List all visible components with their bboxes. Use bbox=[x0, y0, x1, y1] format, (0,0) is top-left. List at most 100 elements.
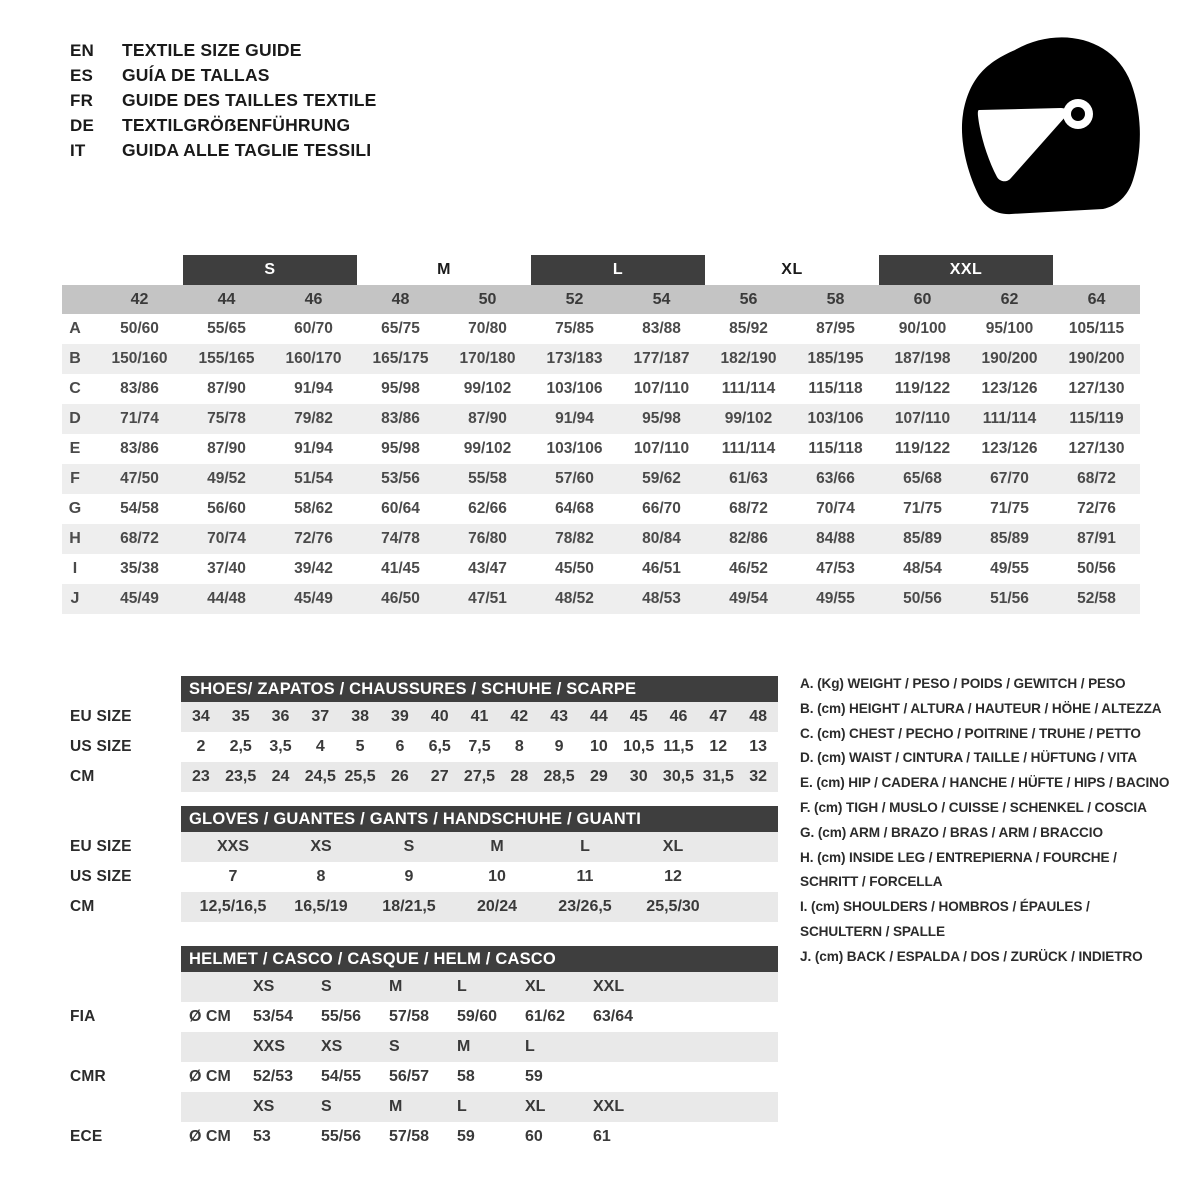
shoes-cell: 42 bbox=[510, 708, 529, 725]
table-cell: 107/110 bbox=[633, 440, 690, 457]
gloves-row-label: CM bbox=[70, 898, 95, 915]
size-number-cell: 56 bbox=[739, 290, 758, 308]
title-lang-code: FR bbox=[70, 91, 94, 110]
table-cell: 111/114 bbox=[721, 440, 776, 457]
table-cell: 62/66 bbox=[468, 500, 507, 517]
gloves-cell: L bbox=[580, 838, 590, 855]
size-number-row: 42 44 46 48 50 52 54 56 58 60 62 64 bbox=[62, 285, 1140, 314]
gloves-row: CM 12,5/16,5 16,5/19 18/21,5 20/24 23/26,5 25,… bbox=[70, 892, 778, 922]
gloves-row: US SIZE 7 8 9 10 11 12 bbox=[70, 862, 778, 892]
helmet-value-cell: 57/58 bbox=[389, 1128, 430, 1145]
shoes-rows: EU SIZE 34 35 36 37 38 39 40 41 42 43 44 45 46 47 48 US … bbox=[70, 702, 778, 792]
shoes-cell: 23,5 bbox=[225, 768, 257, 785]
table-cell: 103/106 bbox=[546, 440, 603, 457]
table-cell: 99/102 bbox=[724, 410, 773, 427]
size-number-cell: 50 bbox=[478, 290, 497, 308]
table-cell: 99/102 bbox=[463, 380, 512, 397]
shoes-cell: 3,5 bbox=[269, 738, 292, 755]
gloves-cell: 12,5/16,5 bbox=[199, 898, 267, 915]
table-cell: 71/75 bbox=[990, 500, 1029, 517]
size-band-xl: XL bbox=[781, 261, 803, 278]
title-block: EN TEXTILE SIZE GUIDE ES GUÍA DE TALLAS FR GU… bbox=[70, 40, 377, 165]
title-lang-code: ES bbox=[70, 66, 94, 85]
shoes-cell: 48 bbox=[749, 708, 767, 725]
shoes-cell: 44 bbox=[590, 708, 608, 725]
legend-line: G. (cm) ARM / BRAZO / BRAS / ARM / BRACC… bbox=[800, 824, 1103, 840]
gloves-header: GLOVES / GUANTES / GANTS / HANDSCHUHE / … bbox=[181, 806, 778, 832]
gloves-cell: 18/21,5 bbox=[382, 898, 436, 915]
title-lang-code: DE bbox=[70, 116, 95, 135]
gloves-cell: M bbox=[490, 838, 504, 855]
table-cell: 123/126 bbox=[981, 440, 1038, 457]
table-cell: 35/38 bbox=[120, 560, 159, 577]
table-cell: 43/47 bbox=[468, 560, 507, 577]
size-number-cell: 42 bbox=[130, 290, 149, 308]
table-cell: 173/183 bbox=[546, 350, 603, 367]
helmet-header: HELMET / CASCO / CASQUE / HELM / CASCO bbox=[181, 946, 778, 972]
gloves-cell: 11 bbox=[576, 868, 594, 885]
shoes-cell: 36 bbox=[271, 708, 290, 725]
racing-helmet-icon bbox=[945, 28, 1145, 218]
table-cell: 150/160 bbox=[111, 350, 168, 367]
table-cell: 68/72 bbox=[729, 500, 768, 517]
table-row: B 150/160 155/165 160/170 165/175 170/180 173/… bbox=[62, 344, 1140, 374]
shoes-cell: 40 bbox=[430, 708, 449, 725]
table-cell: 115/119 bbox=[1069, 410, 1124, 427]
table-cell: 83/88 bbox=[642, 320, 681, 337]
table-cell: 190/200 bbox=[981, 350, 1038, 367]
table-row: H 68/72 70/74 72/76 74/78 76/80 78/82 80/84 82/8… bbox=[62, 524, 1140, 554]
title-row: FR GUIDE DES TAILLES TEXTILE bbox=[70, 90, 377, 115]
shoes-cell: 12 bbox=[709, 738, 728, 755]
legend-line: A. (Kg) WEIGHT / PESO / POIDS / GEWITCH … bbox=[800, 676, 1126, 691]
table-cell: 72/76 bbox=[1077, 500, 1116, 517]
size-band-xxl: XXL bbox=[879, 255, 1053, 285]
table-cell: 87/90 bbox=[468, 410, 507, 427]
table-cell: 115/118 bbox=[808, 440, 863, 457]
table-cell: 71/74 bbox=[120, 410, 159, 427]
gloves-cell: XXS bbox=[216, 838, 249, 855]
helmet-value-cell: 61/62 bbox=[525, 1008, 566, 1025]
helmet-unit-label: Ø CM bbox=[189, 1008, 231, 1025]
table-cell: 80/84 bbox=[642, 530, 681, 547]
gloves-cell: 10 bbox=[488, 868, 506, 885]
shoes-cell: 46 bbox=[669, 708, 688, 725]
shoes-row-label: EU SIZE bbox=[70, 708, 132, 725]
table-cell: 83/86 bbox=[120, 440, 159, 457]
table-cell: 50/60 bbox=[120, 320, 159, 337]
table-cell: 123/126 bbox=[981, 380, 1038, 397]
helmet-value-cell: 59 bbox=[525, 1068, 543, 1085]
title-lang-code: IT bbox=[70, 141, 86, 160]
legend-line: J. (cm) BACK / ESPALDA / DOS / ZURÜCK / … bbox=[800, 948, 1143, 964]
gloves-row-label: EU SIZE bbox=[70, 838, 132, 855]
helmet-size-cell: M bbox=[389, 978, 403, 995]
gloves-cell: S bbox=[403, 838, 415, 855]
table-cell: 182/190 bbox=[720, 350, 777, 367]
shoes-cell: 28 bbox=[510, 768, 529, 785]
table-cell: 187/198 bbox=[894, 350, 951, 367]
table-cell: 51/54 bbox=[294, 470, 333, 487]
table-cell: 82/86 bbox=[729, 530, 768, 547]
shoes-section: SHOES/ ZAPATOS / CHAUSSURES / SCHUHE / S… bbox=[70, 676, 778, 792]
gloves-row: EU SIZE XXS XS S M L XL bbox=[70, 832, 778, 862]
table-cell: 190/200 bbox=[1068, 350, 1125, 367]
table-cell: 99/102 bbox=[463, 440, 512, 457]
helmet-size-cell: L bbox=[457, 1098, 467, 1115]
title-text: GUIDA ALLE TAGLIE TESSILI bbox=[122, 140, 372, 160]
table-cell: 75/78 bbox=[207, 410, 246, 427]
size-number-cell: 46 bbox=[304, 290, 323, 308]
helmet-section: HELMET / CASCO / CASQUE / HELM / CASCO X… bbox=[70, 946, 778, 1152]
table-cell: 76/80 bbox=[468, 530, 507, 547]
table-cell: 47/50 bbox=[120, 470, 159, 487]
table-cell: 65/68 bbox=[903, 470, 942, 487]
helmet-size-cell: M bbox=[389, 1098, 403, 1115]
table-cell: 50/56 bbox=[1077, 560, 1116, 577]
helmet-standard-label: FIA bbox=[70, 1008, 96, 1025]
shoes-cell: 35 bbox=[231, 708, 250, 725]
table-cell: 127/130 bbox=[1068, 440, 1125, 457]
helmet-value-cell: 63/64 bbox=[593, 1008, 634, 1025]
row-label-e: E bbox=[69, 440, 81, 457]
shoes-cell: 41 bbox=[470, 708, 489, 725]
helmet-rows: XS S M L XL XXL FIA Ø CM 53/54 55/56 57/58 59/60 61/… bbox=[70, 972, 778, 1152]
helmet-size-row: XXS XS S M L bbox=[181, 1032, 778, 1062]
helmet-value-cell: 57/58 bbox=[389, 1008, 430, 1025]
